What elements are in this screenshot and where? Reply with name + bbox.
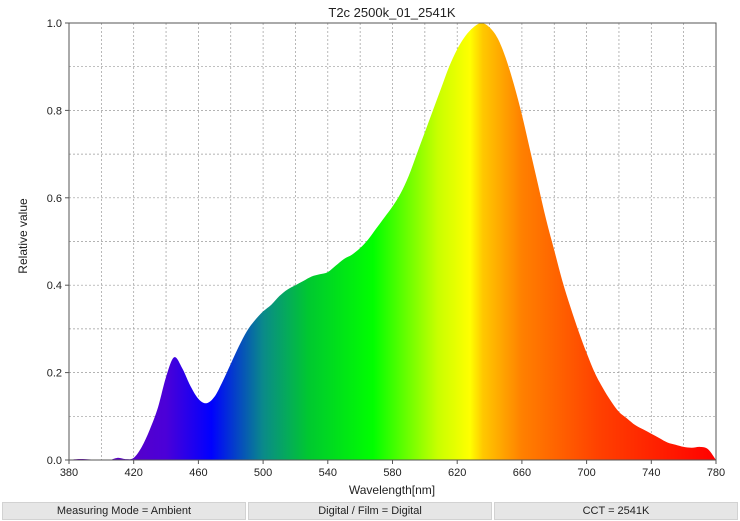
y-tick-label: 0.2 (47, 368, 62, 380)
x-tick-label: 740 (642, 467, 660, 479)
x-tick-label: 420 (125, 467, 143, 479)
y-tick-label: 1.0 (47, 18, 62, 30)
y-tick-label: 0.8 (47, 105, 62, 117)
x-axis-title: Wavelength[nm] (349, 483, 435, 497)
spectrum-area (69, 23, 716, 460)
x-tick-label: 380 (60, 467, 78, 479)
cct-status: CCT = 2541K (494, 502, 738, 520)
measuring-mode-status: Measuring Mode = Ambient (2, 502, 246, 520)
x-tick-label: 780 (707, 467, 725, 479)
x-tick-label: 460 (189, 467, 207, 479)
axis-ticks: 380 420 460 500 540 580 620 660 700 740 780 0.0 0.2 0… (47, 18, 725, 479)
x-tick-label: 700 (577, 467, 595, 479)
spectrum-chart: 380 420 460 500 540 580 620 660 700 740 780 0.0 0.2 0… (16, 5, 725, 497)
status-bar: Measuring Mode = Ambient Digital / Film … (2, 502, 738, 520)
x-tick-label: 660 (513, 467, 531, 479)
digital-film-status: Digital / Film = Digital (248, 502, 492, 520)
y-axis-title: Relative value (16, 198, 30, 274)
x-tick-label: 500 (254, 467, 272, 479)
y-tick-label: 0.6 (47, 193, 62, 205)
x-tick-label: 620 (448, 467, 466, 479)
y-tick-label: 0.4 (47, 280, 62, 292)
chart-title: T2c 2500k_01_2541K (328, 5, 456, 20)
y-tick-label: 0.0 (47, 455, 62, 467)
x-tick-label: 580 (383, 467, 401, 479)
x-tick-label: 540 (319, 467, 337, 479)
